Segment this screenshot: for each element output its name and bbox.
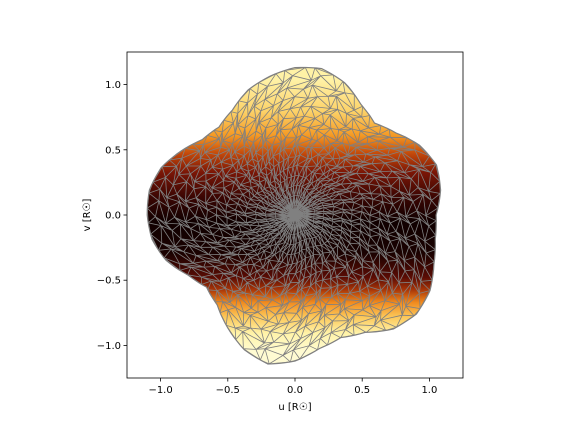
mesh-lines xyxy=(147,67,441,364)
x-tick-label: −1.0 xyxy=(148,385,172,396)
plot-area xyxy=(146,66,442,365)
x-tick-label: 0.5 xyxy=(354,385,370,396)
surface-mesh xyxy=(147,67,441,364)
axis-ticks: −1.0 −0.5 0.0 0.5 1.0 −1.0 −0.5 0.0 0.5 1.0 xyxy=(97,80,438,396)
star-outline xyxy=(146,66,442,365)
x-axis-label: u [R☉] xyxy=(278,402,311,413)
y-tick-label: −1.0 xyxy=(97,341,121,352)
y-tick-label: 0.5 xyxy=(105,145,121,156)
x-tick-label: 0.0 xyxy=(287,385,303,396)
x-tick-label: −0.5 xyxy=(216,385,240,396)
y-axis-label: v [R☉] xyxy=(82,198,93,231)
y-tick-label: −0.5 xyxy=(97,276,121,287)
y-tick-label: 0.0 xyxy=(105,211,121,222)
x-tick-label: 1.0 xyxy=(421,385,437,396)
y-tick-label: 1.0 xyxy=(105,80,121,91)
